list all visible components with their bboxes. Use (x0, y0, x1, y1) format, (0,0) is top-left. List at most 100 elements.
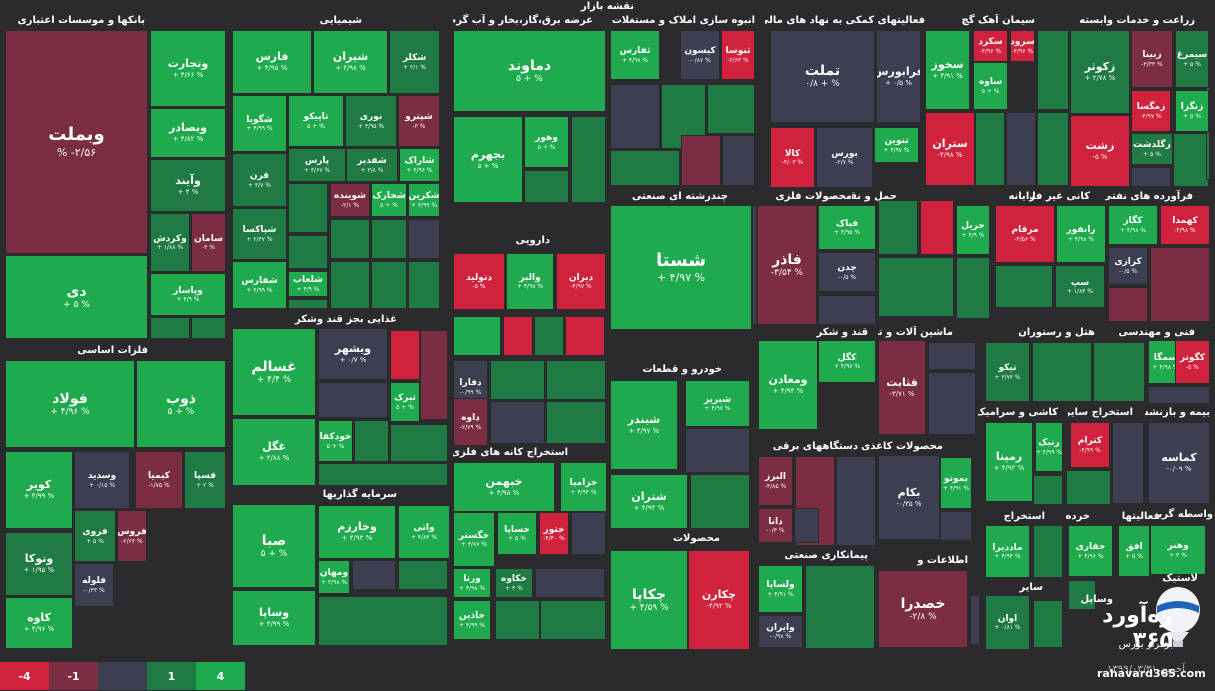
stock-tile[interactable]: رانفور + ۴/۹۸ % (1056, 205, 1106, 263)
stock-tile[interactable]: سامان -۳ % (191, 213, 226, 272)
stock-tile[interactable]: دماوند ۵ + % (453, 30, 606, 112)
stock-tile[interactable]: بجهرم ۵ + % (453, 116, 523, 203)
stock-tile[interactable]: ساوه ۵ + % (973, 62, 1008, 110)
stock-tile[interactable]: وهنر + ۳ % (1150, 525, 1206, 575)
stock-tile[interactable]: دیران -۴/۹۷ % (556, 253, 606, 310)
stock-tile[interactable]: شوینده -۲/۱ % (330, 183, 370, 217)
stock-tile[interactable]: سرود -۴/۹۶ % (1010, 30, 1035, 62)
stock-tile[interactable]: وبصادر + ۴/۸۲ % (150, 108, 226, 158)
stock-tile[interactable]: مرقام -۴/۵۶ % (995, 205, 1055, 263)
stock-tile[interactable]: صبا ۵ + % (232, 504, 316, 588)
stock-tile[interactable]: وکردش + ۱/۸۸ % (150, 213, 190, 272)
stock-tile[interactable]: شفارس + ۴/۹۹ % (232, 261, 287, 309)
stock-tile[interactable]: شفدیر + ۳/۸ % (346, 148, 398, 182)
stock-tile[interactable]: زگلدشت + ۵ % (1131, 133, 1173, 165)
stock-tile[interactable]: کرازی -۰/۵ % (1108, 247, 1148, 285)
stock-tile[interactable]: فروس -۲/۶۳ % (117, 510, 147, 562)
stock-tile[interactable]: کگاز + ۴/۹۸ % (1108, 205, 1158, 245)
stock-tile[interactable]: زکوثر + ۲/۷۸ % (1070, 30, 1130, 114)
stock-tile[interactable]: زنگزا + ۵ % (1175, 90, 1209, 132)
stock-tile[interactable]: کگوتر -۵ % (1175, 340, 1210, 384)
stock-tile[interactable]: سپ + ۱/۸۴ % (1055, 265, 1105, 308)
stock-tile[interactable]: رمپنا + ۴/۹۲ % (985, 422, 1033, 502)
stock-tile[interactable]: خبهمن + ۴/۹۸ % (453, 462, 555, 512)
stock-tile[interactable]: ولساپا + ۴/۹۱ % (758, 565, 803, 613)
stock-tile[interactable]: شلعاب + ۴/۹ % (288, 271, 328, 297)
stock-tile[interactable]: چکاپا + ۴/۵۹ % (610, 550, 688, 650)
stock-tile[interactable]: دی + ۵ % (5, 255, 148, 339)
stock-tile[interactable]: والبر + ۴/۹۸ % (506, 253, 554, 310)
stock-tile[interactable]: وساپا + ۴/۹۹ % (232, 590, 316, 646)
stock-tile[interactable]: شاراک + ۴/۹۶ % (399, 148, 440, 182)
stock-tile[interactable]: خساپا + ۵ % (497, 512, 537, 555)
stock-tile[interactable]: وخارزم + ۴/۹۳ % (318, 505, 396, 559)
stock-tile[interactable]: شبریز + ۴/۹۷ % (685, 380, 750, 427)
stock-tile[interactable]: ختور -۴/۴۰ % (539, 512, 569, 555)
stock-tile[interactable]: فارس + ۴/۹۵ % (232, 30, 312, 94)
stock-tile[interactable]: وتجارت + ۴/۶۶ % (150, 30, 226, 107)
stock-tile[interactable]: غگل + ۴/۸۸ % (232, 418, 316, 486)
stock-tile[interactable]: شپترو -۳ % (398, 95, 440, 147)
stock-tile[interactable]: زبینا -۳/۳۳ % (1131, 30, 1173, 88)
stock-tile[interactable]: شپاکسا + ۲/۳۷ % (232, 208, 287, 260)
stock-tile[interactable]: شستا + ۴/۹۷ % (610, 205, 752, 330)
stock-tile[interactable]: شخارک ۵ + % (371, 183, 407, 217)
stock-tile[interactable]: خزامیا + ۴/۹۴ % (560, 462, 607, 512)
stock-tile[interactable]: وبملت% -۲/۵۶ (5, 30, 148, 254)
stock-tile[interactable]: کهمدا -۴/۹۸ % (1160, 205, 1210, 245)
stock-tile[interactable]: وآیند + ۴ % (150, 159, 226, 212)
stock-tile[interactable]: ثفارس + ۴/۹۸ % (610, 30, 660, 80)
stock-tile[interactable]: غسالم + ۴/۴ % (232, 328, 316, 416)
stock-tile[interactable]: چکارن -۴/۹۲ % (688, 550, 750, 650)
stock-tile[interactable]: شبندر + ۴/۹۷ % (610, 380, 678, 470)
stock-tile[interactable]: فرابورس+ ۰/۵ % (876, 30, 921, 123)
stock-tile[interactable]: بکام -۰/۳۵ % (878, 455, 940, 540)
stock-tile[interactable]: رنیک + ۴/۹۹ % (1035, 422, 1063, 472)
stock-tile[interactable]: شگویا + ۴/۹۹ % (232, 95, 287, 152)
stock-tile[interactable]: کیمیا -۱/۷۵ % (135, 451, 183, 509)
stock-tile[interactable]: تاپیکو ۵ + % (288, 95, 344, 147)
stock-tile[interactable]: سکرد -۴/۹۶ % (973, 30, 1008, 62)
stock-tile[interactable]: قثابت -۳/۷۱ % (878, 340, 926, 435)
stock-tile[interactable]: کیسون -۰/۸۷ % (680, 30, 720, 80)
stock-tile[interactable]: فاذر -۳/۵۴ % (757, 205, 817, 325)
stock-tile[interactable]: افق + ۵ % (1118, 525, 1150, 577)
stock-tile[interactable]: تبرک ۵ + % (390, 382, 420, 422)
stock-tile[interactable]: وپاسار + ۴/۹ % (150, 273, 226, 316)
stock-tile[interactable]: وهور ۵ + % (524, 116, 569, 168)
stock-tile[interactable]: ستران -۴/۹۸ % (925, 112, 975, 186)
stock-tile[interactable]: وایران -۰/۹۸ % (758, 615, 803, 648)
stock-tile[interactable]: فلوله -۰/۳۳ % (74, 563, 114, 607)
stock-tile[interactable]: وتوکا + ۱/۹۵ % (5, 532, 73, 596)
stock-tile[interactable]: ومعادن + ۴/۹۴ % (758, 340, 818, 430)
stock-tile[interactable]: نوری + ۳/۹۵ % (345, 95, 397, 147)
stock-tile[interactable]: تملت ۰/۸ + % (770, 30, 875, 123)
stock-tile[interactable]: بورس -۲/۷ % (816, 127, 873, 188)
stock-tile[interactable]: تنوین + ۴/۹۷ % (874, 127, 919, 163)
stock-tile[interactable]: کماسه -۰/۰۹ % (1148, 422, 1210, 504)
stock-tile[interactable]: بموتو + ۴/۹۱ % (940, 457, 972, 509)
stock-tile[interactable]: واتی + ۴/۸۳ % (398, 505, 450, 559)
stock-tile[interactable]: خگستر + ۴/۸۷ % (453, 512, 495, 567)
stock-tile[interactable]: کگل + ۴/۹۷ % (818, 340, 876, 383)
stock-tile[interactable]: اوان + ۰/۸۱ % (985, 595, 1030, 650)
stock-tile[interactable]: ماددیرا + ۴/۹۴ % (985, 525, 1030, 578)
stock-tile[interactable]: سخوز + ۴/۹۱ % (925, 30, 970, 110)
stock-tile[interactable]: ومهان + ۴/۹۸ % (318, 560, 350, 594)
stock-tile[interactable]: خاذین + ۴/۹۹ % (453, 600, 491, 640)
site-link[interactable]: rahavard365.com (1097, 667, 1206, 680)
stock-tile[interactable]: داوه -۲/۷۹ % (453, 398, 488, 446)
stock-tile[interactable]: شیران + ۴/۹۸ % (313, 30, 388, 94)
stock-tile[interactable]: فسپا + ۲ % (184, 451, 226, 509)
stock-tile[interactable]: فولاد + ۴/۹۶ % (5, 360, 135, 448)
stock-tile[interactable]: فروی + ۵ % (74, 510, 116, 562)
stock-tile[interactable]: شکرین + ۴/۹۹ % (408, 183, 440, 217)
stock-tile[interactable]: تیکو + ۳/۷۳ % (985, 342, 1030, 402)
stock-tile[interactable]: ذوب ۵ + % (136, 360, 226, 448)
stock-tile[interactable]: زشت -۵ % (1070, 115, 1130, 187)
stock-tile[interactable]: دتولید -۵ % (453, 253, 505, 310)
stock-tile[interactable]: چدن -۰/۵ % (818, 252, 876, 292)
stock-tile[interactable]: حفاری + ۴/۹۶ % (1068, 525, 1113, 577)
stock-tile[interactable]: البرز -۴/۸۵ % (758, 456, 793, 506)
stock-tile[interactable]: قرن + ۳/۷ % (232, 153, 287, 207)
